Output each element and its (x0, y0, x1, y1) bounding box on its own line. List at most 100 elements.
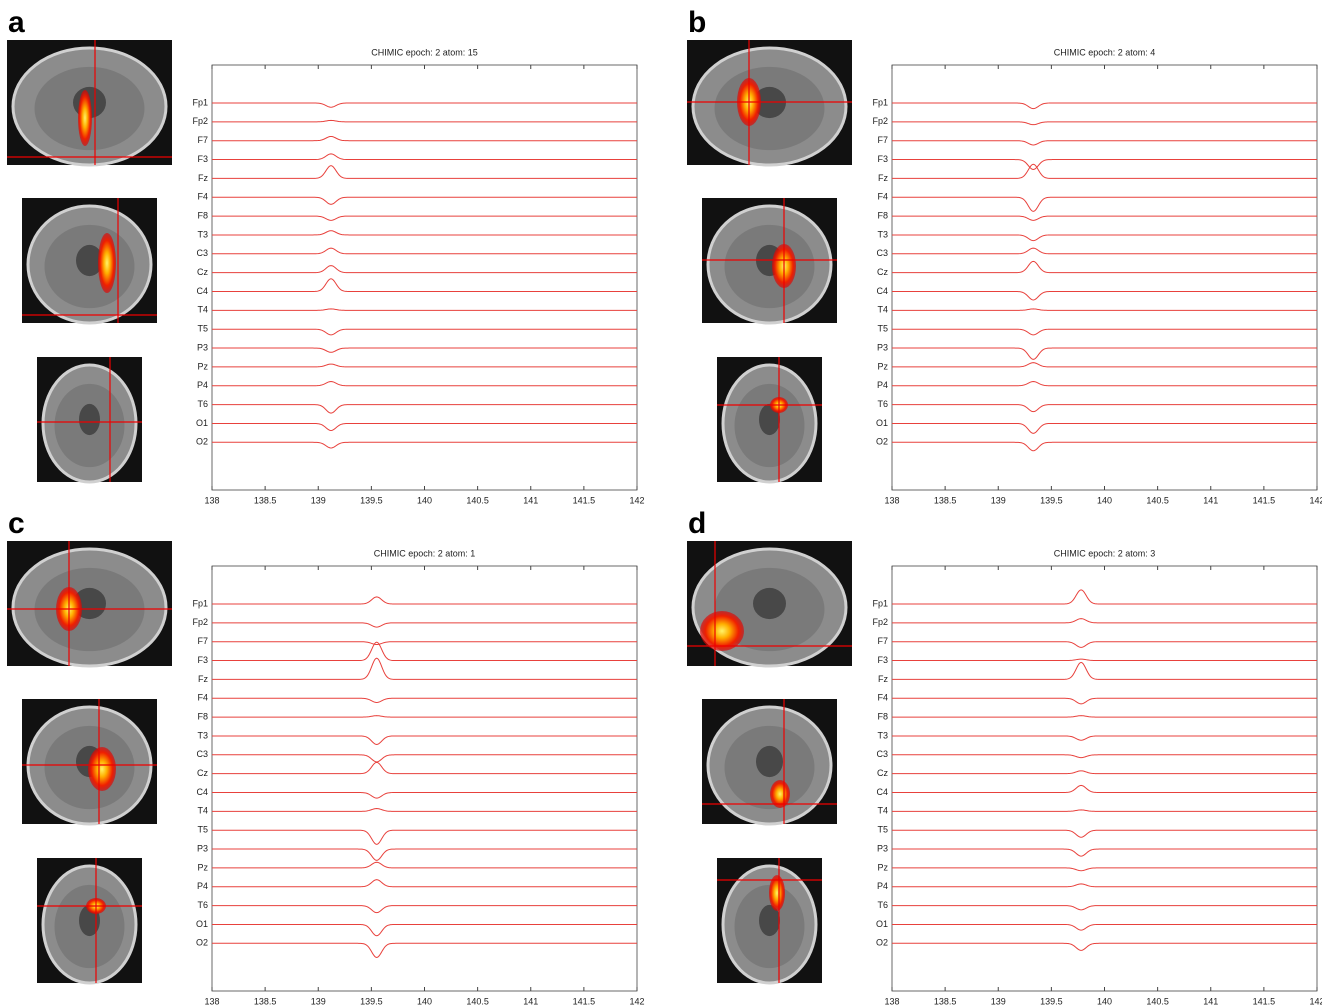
channel-label: P4 (877, 881, 888, 891)
channel-trace (212, 754, 638, 763)
channel-trace (212, 735, 638, 745)
channel-label: P3 (877, 342, 888, 352)
channel-trace (212, 641, 638, 646)
ventricle (76, 244, 103, 277)
channel-label: Cz (197, 768, 208, 778)
channel-label: T5 (877, 324, 888, 334)
channel-label: C4 (876, 787, 888, 797)
channel-trace (212, 278, 638, 292)
channel-label: P4 (197, 380, 208, 390)
plot-frame (891, 64, 1318, 491)
x-tick-label: 138.5 (934, 495, 957, 505)
channel-label: C3 (196, 749, 208, 759)
x-tick-label: 138.5 (934, 996, 957, 1006)
channel-label: O1 (196, 418, 208, 428)
channel-trace (892, 770, 1318, 775)
channel-trace (212, 308, 637, 311)
channel-trace (892, 121, 1318, 126)
channel-label: Fp1 (872, 598, 888, 608)
channel-label: Cz (197, 267, 208, 277)
x-tick-label: 139 (311, 495, 326, 505)
x-tick-label: 139 (311, 996, 326, 1006)
channel-trace (212, 404, 638, 414)
channel-trace (892, 163, 1318, 179)
x-tick-label: 141.5 (573, 996, 596, 1006)
mri-slice (22, 198, 157, 325)
channel-label: T6 (197, 900, 208, 910)
x-tick-label: 139.5 (360, 495, 383, 505)
chart-title: CHIMIC epoch: 2 atom: 1 (374, 548, 476, 558)
channel-trace (212, 422, 638, 432)
channel-trace (892, 291, 1318, 301)
channel-trace (212, 265, 638, 274)
channel-label: C4 (876, 286, 888, 296)
channel-label: C3 (196, 248, 208, 258)
channel-trace (892, 658, 1318, 662)
x-tick-label: 139.5 (1040, 495, 1063, 505)
channel-label: T3 (197, 229, 208, 239)
mri-slice (7, 40, 172, 167)
channel-trace (892, 347, 1318, 360)
x-tick-label: 139 (991, 495, 1006, 505)
channel-trace (892, 618, 1318, 624)
channel-label: T4 (877, 305, 888, 315)
channel-label: Fp2 (192, 617, 208, 627)
channel-label: F7 (197, 135, 208, 145)
x-tick-label: 140 (1097, 495, 1112, 505)
channel-trace (892, 441, 1318, 452)
channel-trace (892, 661, 1318, 680)
channel-label: T6 (877, 900, 888, 910)
mri-slice (702, 699, 837, 826)
channel-trace (212, 761, 638, 775)
channel-label: F3 (197, 655, 208, 665)
channel-trace (892, 159, 1318, 170)
x-tick-label: 141 (1203, 495, 1218, 505)
ventricle (759, 904, 780, 937)
channel-label: F4 (877, 192, 888, 202)
plot-frame (211, 64, 638, 491)
channel-trace (212, 165, 638, 179)
channel-trace (212, 328, 638, 336)
mri-slice (702, 198, 837, 325)
mri-slice (22, 699, 157, 826)
channel-trace (212, 135, 638, 142)
channel-label: T5 (877, 825, 888, 835)
channel-trace (212, 381, 638, 387)
panel-letter: b (688, 6, 706, 39)
x-tick-label: 138.5 (254, 996, 277, 1006)
channel-label: T6 (877, 399, 888, 409)
channel-label: F3 (197, 154, 208, 164)
channel-trace (892, 196, 1318, 212)
channel-label: Cz (877, 768, 888, 778)
activation (769, 875, 785, 911)
plot-frame (211, 565, 638, 992)
channel-trace (212, 247, 638, 255)
mri-slice (687, 40, 852, 167)
x-tick-label: 141.5 (1253, 495, 1276, 505)
channel-trace (892, 735, 1318, 741)
channel-trace (892, 247, 1318, 255)
channel-trace (892, 923, 1318, 931)
channel-trace (892, 102, 1318, 110)
channel-label: Fp1 (872, 97, 888, 107)
x-tick-label: 141 (523, 996, 538, 1006)
channel-label: Cz (877, 267, 888, 277)
x-tick-label: 138 (884, 495, 899, 505)
channel-trace (212, 153, 638, 161)
channel-label: Fz (198, 674, 208, 684)
channel-label: O1 (196, 919, 208, 929)
channel-trace (892, 328, 1318, 336)
plot-frame (891, 565, 1318, 992)
channel-label: C3 (876, 248, 888, 258)
channel-trace (212, 363, 638, 368)
channel-trace (212, 347, 638, 353)
channel-label: F4 (197, 192, 208, 202)
x-tick-label: 140.5 (1146, 495, 1169, 505)
x-tick-label: 140 (417, 996, 432, 1006)
channel-trace (892, 942, 1318, 951)
channel-label: F3 (877, 154, 888, 164)
channel-label: F4 (877, 693, 888, 703)
channel-trace (212, 622, 638, 628)
x-tick-label: 138 (204, 996, 219, 1006)
